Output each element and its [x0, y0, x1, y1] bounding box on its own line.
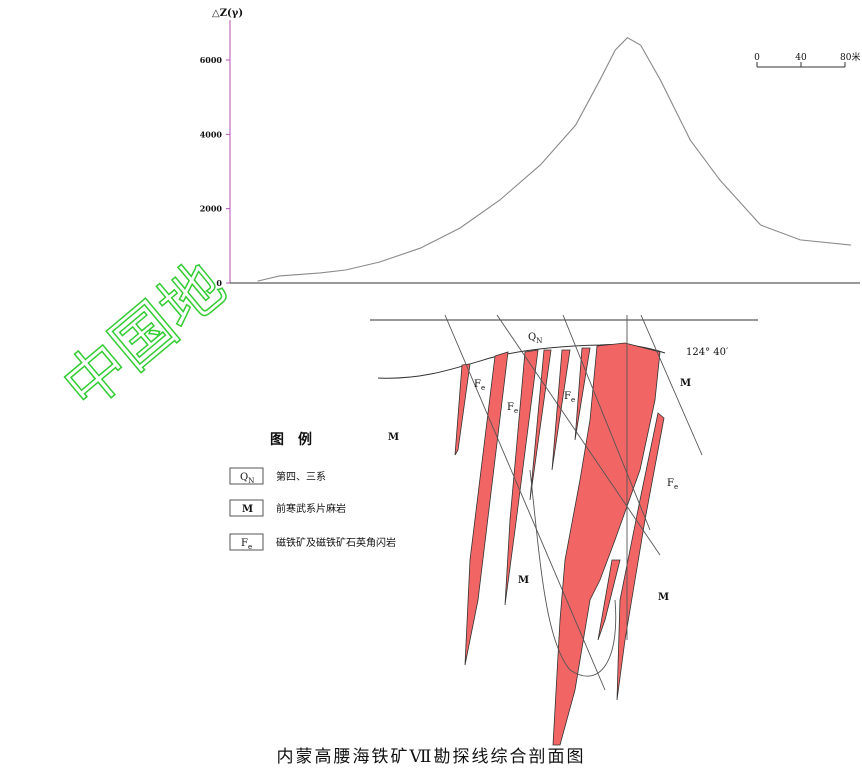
page: 中国地 △Z(γ) 0 40 80米 QN 124° 40′ M M M M — [0, 0, 862, 772]
legend-text: 前寒武系片麻岩 — [276, 502, 346, 515]
y-tick-label: 6000 — [200, 55, 223, 65]
ore-body — [455, 364, 470, 455]
scale-label: 0 — [754, 53, 760, 63]
legend: 图 例 QN 第四、三系 M 前寒武系片麻岩 Fe 磁铁矿及磁铁矿石英角闪岩 — [230, 431, 396, 551]
coordinate: 124° 40′ — [686, 347, 729, 358]
legend-text: 磁铁矿及磁铁矿石英角闪岩 — [276, 536, 396, 549]
legend-text: 第四、三系 — [276, 470, 326, 483]
qn-label: QN — [528, 332, 542, 345]
scale-bar: 0 40 80米 — [754, 51, 860, 67]
section: QN 124° 40′ M M M M Fe Fe Fe Fe — [370, 315, 758, 745]
rock-label: M — [388, 432, 399, 443]
y-tick-label: 4000 — [200, 129, 223, 139]
title: 内蒙高腰海铁矿Ⅶ勘探线综合剖面图 — [277, 747, 586, 767]
ore-body — [553, 343, 660, 745]
legend-title: 图 例 — [270, 431, 312, 448]
y-tick-label: 0 — [216, 278, 222, 288]
rock-label: M — [518, 575, 529, 586]
y-axis-label: △Z(γ) — [212, 8, 243, 19]
rock-label: M — [680, 378, 691, 389]
scale-label: 40 — [795, 53, 807, 63]
ore-label: Fe — [474, 379, 485, 392]
legend-symbol-text: M — [242, 504, 253, 515]
ore-label: Fe — [564, 391, 575, 404]
ore-label: Fe — [667, 478, 678, 491]
y-tick-label: 2000 — [200, 204, 223, 214]
ore-label: Fe — [507, 402, 518, 415]
scale-label: 80米 — [840, 51, 860, 63]
anomaly-curve — [258, 38, 851, 281]
rock-label: M — [658, 592, 669, 603]
ore-body — [465, 352, 508, 665]
watermark: 中国地 — [49, 248, 238, 423]
ore-body — [575, 348, 590, 440]
